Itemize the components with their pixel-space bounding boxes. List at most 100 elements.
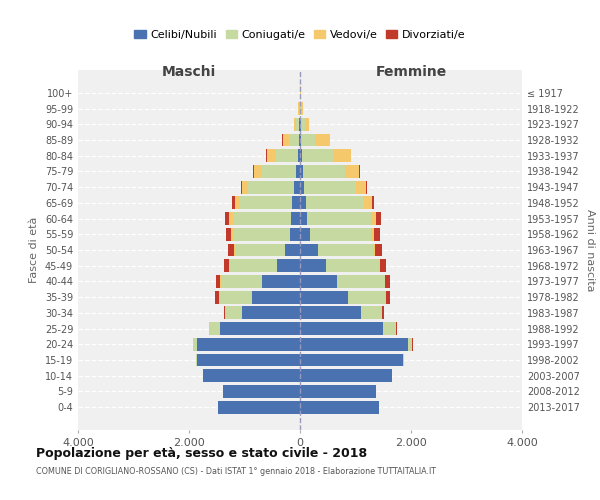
Bar xyxy=(220,290,252,304)
Bar xyxy=(326,260,379,272)
Bar xyxy=(197,354,300,366)
Bar xyxy=(374,228,380,240)
Bar xyxy=(383,322,396,335)
Bar xyxy=(254,165,261,178)
Bar xyxy=(300,196,305,209)
Bar xyxy=(300,244,318,256)
Bar xyxy=(300,228,310,240)
Bar xyxy=(371,228,374,240)
Bar xyxy=(266,149,275,162)
Bar xyxy=(304,165,345,178)
Bar xyxy=(300,118,301,130)
Bar xyxy=(375,244,382,256)
Bar xyxy=(345,165,359,178)
Bar xyxy=(299,134,300,146)
Bar xyxy=(275,149,298,162)
Bar xyxy=(300,134,301,146)
Legend: Celibi/Nubili, Coniugati/e, Vedovi/e, Divorziati/e: Celibi/Nubili, Coniugati/e, Vedovi/e, Di… xyxy=(130,25,470,44)
Bar xyxy=(226,306,242,320)
Bar xyxy=(300,338,408,351)
Bar xyxy=(300,165,304,178)
Bar xyxy=(223,385,300,398)
Bar xyxy=(408,338,412,351)
Bar xyxy=(300,212,307,225)
Bar xyxy=(224,306,226,320)
Bar xyxy=(261,165,296,178)
Bar xyxy=(300,290,348,304)
Bar xyxy=(221,275,262,288)
Bar xyxy=(252,290,300,304)
Bar xyxy=(226,228,230,240)
Bar xyxy=(229,260,230,272)
Bar xyxy=(241,180,242,194)
Bar xyxy=(300,400,379,413)
Text: Popolazione per età, sesso e stato civile - 2018: Popolazione per età, sesso e stato civil… xyxy=(36,448,367,460)
Bar xyxy=(262,275,300,288)
Bar xyxy=(235,244,285,256)
Bar xyxy=(294,180,300,194)
Bar xyxy=(230,260,277,272)
Bar xyxy=(301,102,302,115)
Bar xyxy=(382,306,384,320)
Bar xyxy=(300,370,392,382)
Bar xyxy=(291,212,300,225)
Bar xyxy=(216,275,220,288)
Bar xyxy=(318,244,373,256)
Bar xyxy=(300,306,361,320)
Bar xyxy=(233,244,235,256)
Bar xyxy=(242,306,300,320)
Bar xyxy=(304,180,355,194)
Bar xyxy=(300,385,376,398)
Bar xyxy=(371,212,376,225)
Bar xyxy=(242,180,248,194)
Bar xyxy=(355,180,366,194)
Bar xyxy=(193,338,197,351)
Bar xyxy=(364,196,371,209)
Bar xyxy=(283,134,289,146)
Bar xyxy=(233,212,291,225)
Bar xyxy=(290,228,300,240)
Bar xyxy=(302,149,333,162)
Bar xyxy=(225,212,229,225)
Bar xyxy=(385,275,391,288)
Bar xyxy=(361,306,382,320)
Bar xyxy=(300,260,326,272)
Bar xyxy=(277,260,300,272)
Text: COMUNE DI CORIGLIANO-ROSSANO (CS) - Dati ISTAT 1° gennaio 2018 - Elaborazione TU: COMUNE DI CORIGLIANO-ROSSANO (CS) - Dati… xyxy=(36,467,436,476)
Bar xyxy=(235,196,239,209)
Bar xyxy=(296,118,299,130)
Bar xyxy=(232,196,235,209)
Bar xyxy=(215,290,220,304)
Bar xyxy=(301,134,315,146)
Bar xyxy=(295,118,296,130)
Bar xyxy=(307,212,371,225)
Bar xyxy=(348,290,385,304)
Bar xyxy=(333,149,350,162)
Bar xyxy=(196,354,197,366)
Bar xyxy=(380,260,386,272)
Bar xyxy=(373,244,375,256)
Bar xyxy=(248,180,294,194)
Bar xyxy=(203,370,300,382)
Bar xyxy=(296,165,300,178)
Bar xyxy=(233,228,290,240)
Bar xyxy=(209,322,220,335)
Bar xyxy=(299,118,300,130)
Bar xyxy=(300,275,337,288)
Bar xyxy=(359,165,360,178)
Bar xyxy=(229,212,233,225)
Bar xyxy=(301,118,305,130)
Bar xyxy=(300,180,304,194)
Bar xyxy=(285,244,300,256)
Bar xyxy=(376,212,381,225)
Bar xyxy=(220,322,300,335)
Bar xyxy=(300,354,403,366)
Text: Maschi: Maschi xyxy=(162,66,216,80)
Bar xyxy=(315,134,330,146)
Bar xyxy=(224,260,229,272)
Text: Femmine: Femmine xyxy=(376,66,446,80)
Bar xyxy=(305,118,308,130)
Bar xyxy=(289,134,299,146)
Y-axis label: Anni di nascita: Anni di nascita xyxy=(585,209,595,291)
Bar xyxy=(379,260,380,272)
